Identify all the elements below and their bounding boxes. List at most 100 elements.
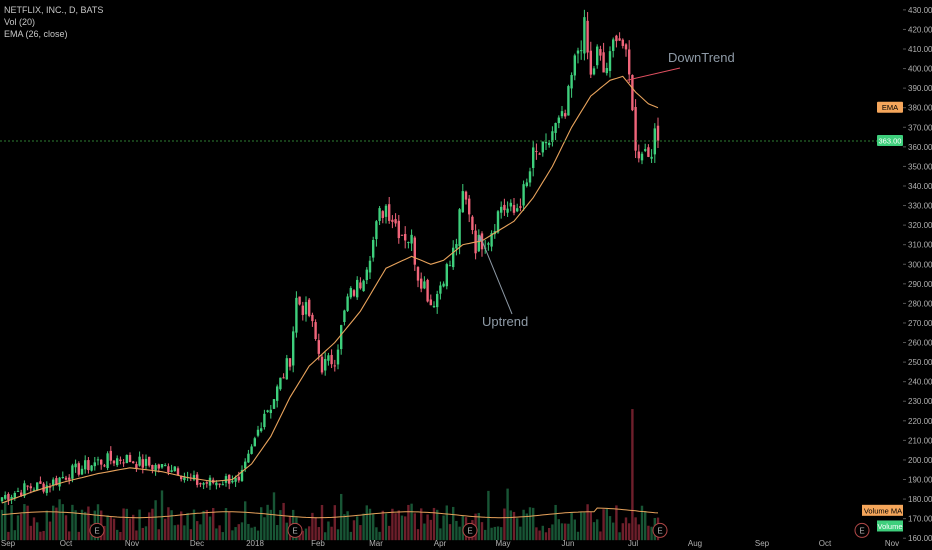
y-tick-label: 230.00 (908, 397, 932, 406)
earnings-marker[interactable] (854, 522, 870, 538)
candle-body (180, 475, 183, 480)
ema-indicator-label[interactable]: EMA (26, close) (4, 29, 68, 39)
candle-body (653, 128, 656, 155)
candle-body (532, 147, 535, 168)
candle-body (80, 468, 84, 475)
volume-bar (445, 505, 448, 541)
volume-tag: Volume (877, 522, 902, 531)
candle-body (234, 477, 237, 482)
volume-bar (183, 525, 186, 541)
candle-body (573, 55, 576, 76)
candle-body (509, 202, 512, 207)
candle-body (45, 485, 48, 493)
candle-body (656, 125, 660, 141)
volume-bar (135, 530, 138, 541)
candle-body (244, 461, 247, 469)
y-tick-label: 380.00 (908, 104, 932, 113)
volume-bar (308, 526, 311, 541)
earnings-marker[interactable] (462, 522, 478, 538)
volume-bar (144, 526, 148, 541)
y-tick-label: 310.00 (908, 241, 932, 250)
volume-bar (74, 510, 77, 541)
candle-body (308, 299, 311, 316)
earnings-marker[interactable] (287, 522, 303, 538)
volume-bar (103, 525, 106, 541)
candle-body (458, 209, 461, 247)
volume-bar (157, 529, 160, 541)
volume-bar (535, 527, 538, 541)
candle-body (64, 477, 68, 480)
volume-bar (631, 409, 634, 541)
volume-bar (42, 530, 45, 541)
y-tick-label: 200.00 (908, 456, 932, 465)
candle-body (599, 49, 602, 56)
candle-body (237, 476, 240, 481)
volume-bar (375, 527, 378, 541)
volume-bar (317, 527, 320, 541)
volume-bar (426, 514, 429, 541)
volume-bar (397, 510, 400, 541)
earnings-marker[interactable] (652, 522, 668, 538)
symbol-title[interactable]: NETFLIX, INC., D, BATS (4, 5, 104, 15)
candle-body (378, 208, 381, 221)
candle-body (535, 150, 538, 152)
candle-body (490, 233, 493, 247)
candle-body (128, 455, 132, 463)
candle-body (548, 142, 551, 146)
candle-body (263, 413, 266, 428)
volume-bar (180, 511, 183, 541)
volume-bar (234, 527, 237, 541)
volume-bar (160, 490, 164, 541)
volume-bar (333, 505, 336, 541)
y-tick-label: 160.00 (908, 534, 932, 543)
volume-bar (176, 524, 180, 541)
candle-body (330, 354, 333, 365)
y-tick-label: 250.00 (908, 358, 932, 367)
candle-body (202, 483, 205, 485)
candle-body (7, 493, 10, 500)
candle-body (276, 386, 279, 401)
volume-bar (560, 523, 564, 541)
x-tick-label: Oct (819, 539, 832, 548)
volume-bar (496, 526, 500, 541)
volume-bar (602, 509, 605, 541)
candle-body (333, 365, 336, 367)
candle-body (464, 191, 468, 200)
candle-body (52, 479, 55, 486)
ema-tag-bg (877, 101, 903, 113)
volume-bar (301, 530, 304, 541)
candle-body (295, 297, 298, 333)
candle-body (93, 462, 96, 467)
volume-bar (36, 522, 39, 541)
x-tick-label: 2018 (246, 539, 264, 548)
candle-body (519, 206, 522, 208)
candle-body (404, 234, 407, 241)
volume-bar (596, 519, 599, 541)
volume-indicator-label[interactable]: Vol (20) (4, 17, 36, 27)
volume-bar (391, 508, 394, 541)
volume-bar (410, 503, 413, 541)
volume-bar (119, 532, 122, 541)
volume-bar (20, 513, 23, 541)
candle-body (221, 484, 224, 486)
y-tick-label: 400.00 (908, 65, 932, 74)
y-tick-label: 210.00 (908, 436, 932, 445)
candle-body (423, 281, 426, 289)
ema-26-line (1, 75, 659, 504)
earnings-marker[interactable] (89, 522, 105, 538)
candle-body (55, 478, 58, 486)
candle-body (426, 279, 429, 302)
volume-bar (224, 508, 228, 541)
volume-bar (266, 504, 269, 541)
volume-bar (592, 522, 596, 541)
candle-body (388, 204, 391, 221)
volume-bar (212, 507, 215, 541)
volume-bar (61, 504, 64, 541)
candle-body (564, 113, 567, 117)
candle-body (167, 466, 170, 473)
candle-body (13, 493, 16, 499)
candle-body (247, 453, 250, 463)
candle-body (205, 482, 208, 484)
uptrend-arrow (479, 234, 513, 315)
